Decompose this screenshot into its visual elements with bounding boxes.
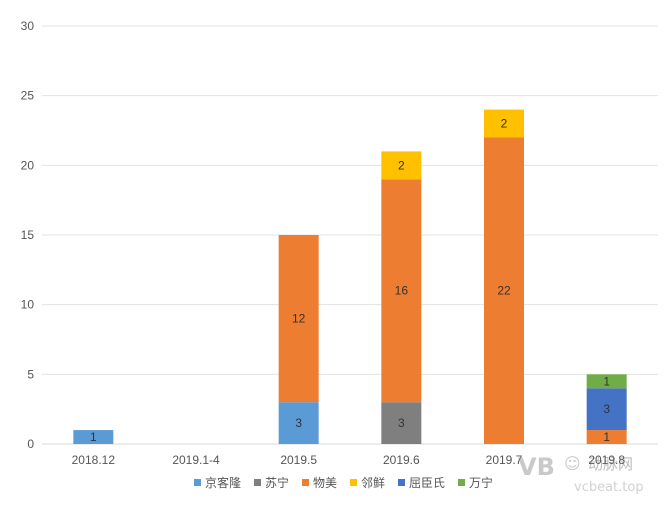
bar-segment [278, 235, 319, 403]
data-label: 3 [295, 416, 302, 430]
y-tick-label: 30 [21, 19, 35, 33]
x-tick-label: 2019.6 [383, 453, 420, 467]
legend-swatch [254, 479, 261, 486]
y-tick-label: 25 [21, 89, 35, 103]
legend-item: 物美 [302, 476, 337, 490]
watermark-logo: VB [518, 453, 555, 481]
x-tick-label: 2018.12 [72, 453, 116, 467]
legend-item: 京客隆 [194, 475, 241, 490]
gridlines [42, 25, 658, 445]
y-tick-label: 20 [21, 158, 35, 172]
bar-segment [484, 109, 524, 138]
watermark-site: vcbeat.top [574, 480, 644, 495]
y-tick-label: 15 [21, 228, 35, 242]
legend-swatch [302, 479, 309, 486]
legend-item: 苏宁 [254, 475, 289, 490]
bar-segment [381, 179, 422, 403]
data-label: 3 [603, 402, 610, 416]
legend-label: 苏宁 [265, 475, 289, 490]
legend-swatch [194, 479, 201, 486]
data-label: 12 [292, 312, 306, 326]
legend: 京客隆 苏宁 物美 邻鲜 屈臣氏 万宁 [194, 475, 493, 490]
data-label: 2 [398, 158, 405, 172]
bar-segment [484, 137, 524, 444]
legend-item: 屈臣氏 [398, 476, 445, 490]
legend-swatch [350, 479, 357, 486]
legend-swatch [398, 479, 405, 486]
legend-item: 邻鲜 [350, 476, 385, 490]
legend-label: 万宁 [469, 475, 493, 490]
legend-item: 万宁 [458, 475, 493, 490]
legend-label: 京客隆 [205, 475, 241, 490]
x-tick-label: 2019.5 [280, 453, 317, 467]
bar-segment [381, 402, 422, 444]
bar-segment [586, 430, 627, 444]
y-tick-label: 5 [27, 367, 34, 381]
legend-label: 屈臣氏 [409, 476, 445, 490]
bars [73, 109, 627, 444]
data-label: 1 [603, 374, 610, 388]
y-tick-label: 10 [21, 298, 35, 312]
bar-segment [586, 374, 627, 389]
x-axis-ticks: 2018.12 2019.1-4 2019.5 2019.6 2019.7 2019.8 [72, 453, 626, 467]
bar-segment [73, 430, 114, 444]
data-label: 1 [90, 430, 97, 444]
data-label: 1 [603, 430, 610, 444]
bar-segment [278, 402, 319, 444]
bar-segment [586, 388, 627, 431]
watermark: VB ☺ 动脉网 vcbeat.top [518, 453, 644, 495]
watermark-brand: 动脉网 [588, 455, 633, 473]
x-tick-label: 2019.1-4 [172, 453, 220, 467]
y-tick-label: 0 [27, 437, 34, 451]
legend-label: 邻鲜 [361, 476, 385, 490]
data-label: 2 [501, 117, 508, 131]
legend-swatch [458, 479, 465, 486]
y-axis-ticks: 0 5 10 15 20 25 30 [21, 19, 35, 451]
data-label: 16 [395, 284, 409, 298]
x-tick-label: 2019.8 [588, 453, 625, 467]
data-label: 3 [398, 416, 405, 430]
bar-segment [381, 151, 422, 180]
x-tick-label: 2019.7 [486, 453, 523, 467]
data-label: 22 [497, 284, 511, 298]
wechat-icon: ☺ [564, 454, 581, 473]
legend-label: 物美 [313, 476, 337, 490]
